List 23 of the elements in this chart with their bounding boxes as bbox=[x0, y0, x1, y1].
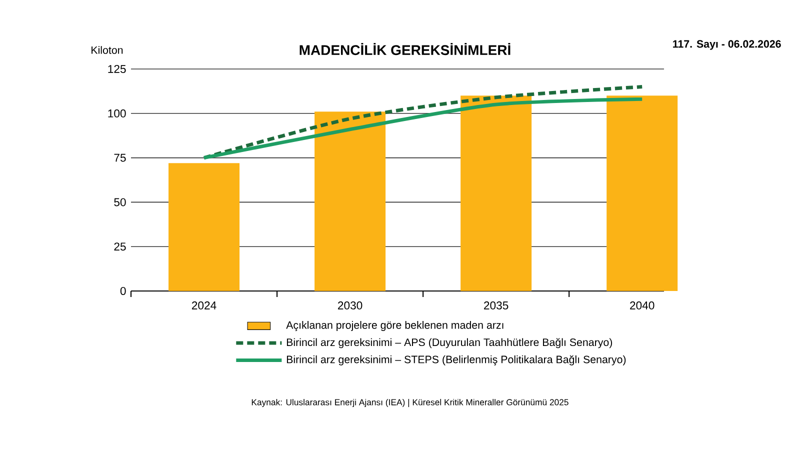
y-tick-label: 100 bbox=[108, 109, 126, 118]
text: Kaynak: Uluslararası Enerji Ajansı (IEA) | Küresel Kritik Mineraller Görünümü 2025 bbox=[252, 398, 568, 408]
bar bbox=[314, 112, 386, 291]
y-axis-title: Kiloton bbox=[92, 46, 123, 54]
legend-label: Birincil arz gereksinimi – STEPS (Belirlenmiş Politikalara Bağlı Senaryo) bbox=[286, 355, 626, 366]
x-tick-label: 2035 bbox=[484, 301, 508, 310]
legend-label: Birincil arz gereksinimi – APS (Duyurulan Taahhütlere Bağlı Senaryo) bbox=[286, 338, 612, 348]
x-tick-label: 2040 bbox=[630, 301, 654, 310]
y-tick-label: 50 bbox=[114, 198, 126, 206]
y-tick-label: 75 bbox=[114, 154, 126, 162]
y-tick-label: 25 bbox=[114, 242, 126, 251]
x-tick-label: 2030 bbox=[338, 301, 362, 310]
legend-label: Açıklanan projelere göre beklenen maden arzı bbox=[286, 321, 504, 332]
y-tick-label: 0 bbox=[120, 286, 126, 296]
line-series bbox=[202, 97, 644, 160]
bar bbox=[606, 96, 678, 291]
x-tick-label: 2024 bbox=[192, 301, 216, 310]
line-series bbox=[202, 85, 644, 160]
y-tick-label: 125 bbox=[108, 64, 126, 74]
bar bbox=[460, 96, 532, 291]
text: 117. Sayı - 06.02.2026 bbox=[673, 40, 781, 50]
bar bbox=[168, 163, 240, 291]
chart-title: MADENCİLİK GEREKSİNİMLERİ bbox=[300, 42, 510, 56]
